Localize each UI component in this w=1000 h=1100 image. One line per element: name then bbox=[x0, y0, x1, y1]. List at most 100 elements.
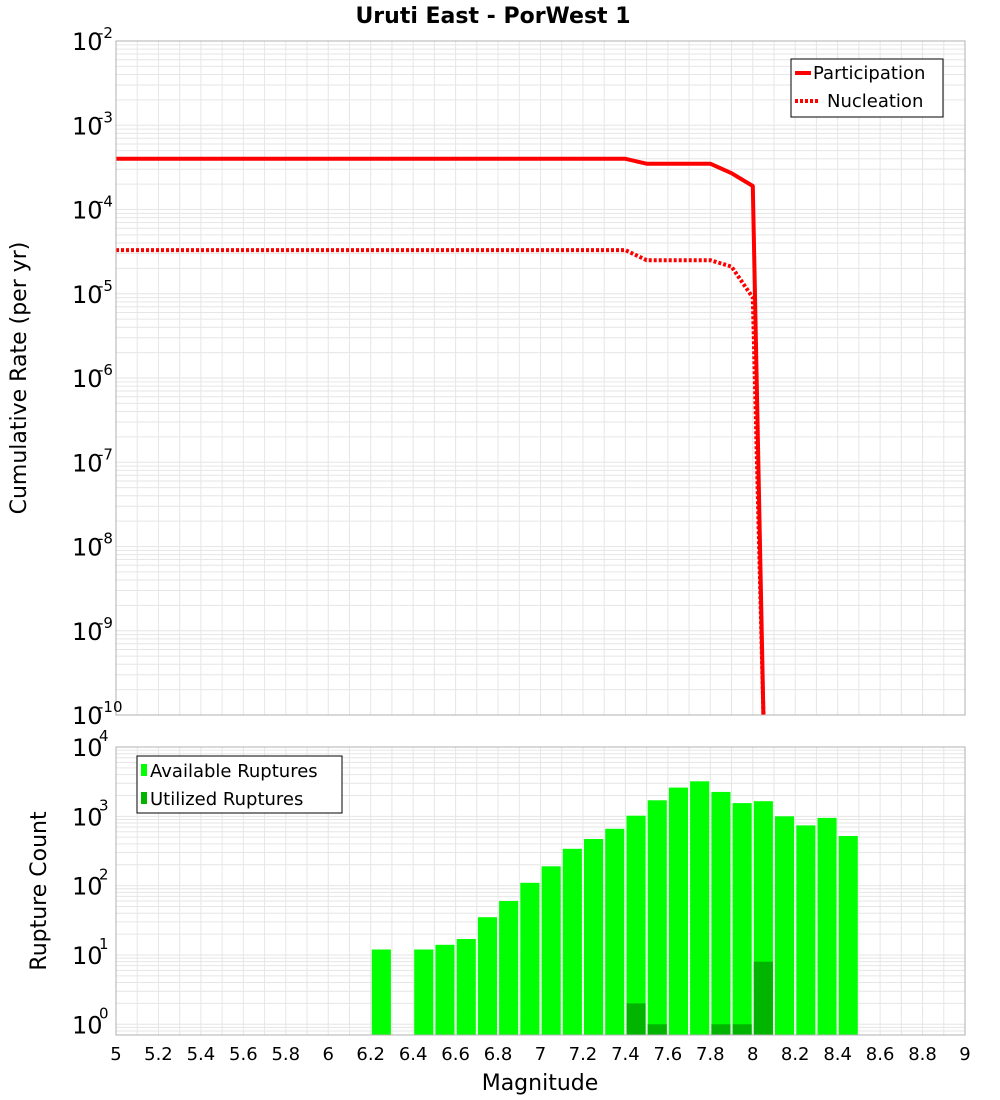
participation-legend-label: Participation bbox=[813, 63, 925, 84]
rate-plot-grid bbox=[115, 41, 966, 716]
rate-y-tick-exponent: -8 bbox=[98, 530, 113, 548]
available-bar bbox=[690, 781, 710, 1035]
available-bar bbox=[838, 836, 858, 1035]
count-y-tick-exponent: 4 bbox=[99, 727, 109, 745]
utilized-bar bbox=[732, 1024, 752, 1035]
available-bar bbox=[477, 917, 497, 1035]
available-bar bbox=[647, 800, 667, 1035]
rate-y-tick-label: 10 bbox=[72, 281, 103, 309]
available-bar bbox=[371, 949, 391, 1035]
count-y-tick-label: 10 bbox=[72, 734, 103, 762]
available-bar bbox=[562, 848, 582, 1035]
rate-y-tick-exponent: -10 bbox=[98, 698, 123, 716]
rate-y-tick-label: 10 bbox=[72, 618, 103, 646]
available-bar bbox=[584, 839, 604, 1035]
magnitude-x-tick-label: 7.4 bbox=[611, 1044, 640, 1065]
available-bar bbox=[499, 901, 519, 1035]
available-bar bbox=[605, 828, 625, 1035]
available-bar bbox=[775, 816, 795, 1035]
available-bar bbox=[435, 944, 455, 1035]
rate-y-tick-label: 10 bbox=[72, 28, 103, 56]
rate-legend-box bbox=[790, 58, 944, 118]
available-bar bbox=[626, 815, 646, 1035]
utilized-legend-label: Utilized Ruptures bbox=[150, 789, 303, 810]
count-y-tick-label: 10 bbox=[72, 942, 103, 970]
available-legend-swatch bbox=[141, 764, 147, 776]
magnitude-x-tick-label: 7.6 bbox=[654, 1044, 683, 1065]
available-bar bbox=[732, 803, 752, 1035]
rate-y-tick-exponent: -5 bbox=[98, 277, 113, 295]
magnitude-x-tick-label: 5.8 bbox=[271, 1044, 300, 1065]
count-y-tick-label: 10 bbox=[72, 803, 103, 831]
available-bar bbox=[414, 949, 434, 1035]
magnitude-x-tick-label: 5.2 bbox=[144, 1044, 173, 1065]
count-y-tick-exponent: 1 bbox=[99, 935, 109, 953]
rate-legend: Participation Nucleation bbox=[790, 58, 944, 118]
rate-y-tick-label: 10 bbox=[72, 365, 103, 393]
rate-y-tick-label: 10 bbox=[72, 702, 103, 730]
available-bar bbox=[456, 939, 476, 1035]
rate-y-tick-label: 10 bbox=[72, 534, 103, 562]
utilized-bar bbox=[647, 1024, 667, 1035]
count-plot-frame bbox=[115, 746, 966, 1036]
count-y-tick-exponent: 3 bbox=[99, 796, 109, 814]
rate-plot-series bbox=[116, 156, 766, 716]
count-y-tick-exponent: 2 bbox=[99, 866, 109, 884]
rate-y-tick-label: 10 bbox=[72, 112, 103, 140]
available-bar bbox=[796, 825, 816, 1035]
count-y-tick-exponent: 0 bbox=[99, 1004, 109, 1022]
chart-title: Uruti East - PorWest 1 bbox=[355, 4, 630, 29]
rate-y-tick-label: 10 bbox=[72, 197, 103, 225]
rate-y-tick-exponent: -6 bbox=[98, 361, 113, 379]
utilized-bar bbox=[753, 961, 773, 1035]
rate-y-tick-exponent: -3 bbox=[98, 108, 113, 126]
magnitude-x-tick-label: 8.4 bbox=[823, 1044, 852, 1065]
utilized-bar bbox=[711, 1024, 731, 1035]
magnitude-x-tick-label: 7.2 bbox=[569, 1044, 598, 1065]
available-legend-label: Available Ruptures bbox=[150, 761, 318, 782]
count-y-tick-label: 10 bbox=[72, 873, 103, 901]
magnitude-x-tick-label: 6.4 bbox=[399, 1044, 428, 1065]
magnitude-x-tick-label: 5.6 bbox=[229, 1044, 258, 1065]
magnitude-x-tick-label: 5.4 bbox=[187, 1044, 216, 1065]
magnitude-x-tick-label: 5 bbox=[110, 1044, 121, 1065]
magnitude-x-tick-label: 6 bbox=[323, 1044, 334, 1065]
available-bar bbox=[668, 787, 688, 1035]
rate-plot-frame bbox=[115, 40, 966, 716]
available-bar bbox=[711, 791, 731, 1035]
utilized-legend-swatch bbox=[141, 792, 147, 804]
rate-y-tick-exponent: -9 bbox=[98, 614, 113, 632]
count-legend-box bbox=[136, 755, 343, 814]
magnitude-x-tick-label: 8.6 bbox=[866, 1044, 895, 1065]
rate-y-axis-label: Cumulative Rate (per yr) bbox=[7, 242, 32, 515]
magnitude-x-tick-label: 6.6 bbox=[441, 1044, 470, 1065]
rate-y-tick-exponent: -2 bbox=[98, 24, 113, 42]
count-plot-bars bbox=[371, 781, 858, 1035]
magnitude-x-tick-label: 8 bbox=[747, 1044, 758, 1065]
participation-line bbox=[116, 156, 766, 716]
count-y-axis-label: Rupture Count bbox=[27, 811, 52, 971]
nucleation-legend-label: Nucleation bbox=[827, 91, 923, 112]
magnitude-x-tick-label: 7.8 bbox=[696, 1044, 725, 1065]
count-legend: Available Ruptures Utilized Ruptures bbox=[136, 755, 343, 814]
rate-y-tick-exponent: -7 bbox=[98, 445, 113, 463]
rate-y-tick-label: 10 bbox=[72, 449, 103, 477]
magnitude-x-tick-labels: 5 5.2 5.4 5.6 5.8 6 6.2 6.4 6.6 6.8 7 7.2 7.4 7.6 7.8 8… bbox=[110, 1044, 970, 1065]
utilized-bar bbox=[626, 1003, 646, 1035]
magnitude-x-tick-label: 8.8 bbox=[908, 1044, 937, 1065]
magnitude-x-tick-label: 6.2 bbox=[356, 1044, 385, 1065]
magnitude-x-tick-label: 8.2 bbox=[781, 1044, 810, 1065]
rate-y-tick-exponent: -4 bbox=[98, 193, 113, 211]
available-bar bbox=[520, 882, 540, 1035]
magnitude-x-tick-label: 6.8 bbox=[484, 1044, 513, 1065]
magnitude-x-axis-label: Magnitude bbox=[482, 1071, 599, 1096]
available-bar bbox=[541, 866, 561, 1035]
nucleation-line bbox=[116, 248, 766, 716]
magnitude-x-tick-label: 9 bbox=[959, 1044, 970, 1065]
available-bar bbox=[817, 817, 837, 1035]
